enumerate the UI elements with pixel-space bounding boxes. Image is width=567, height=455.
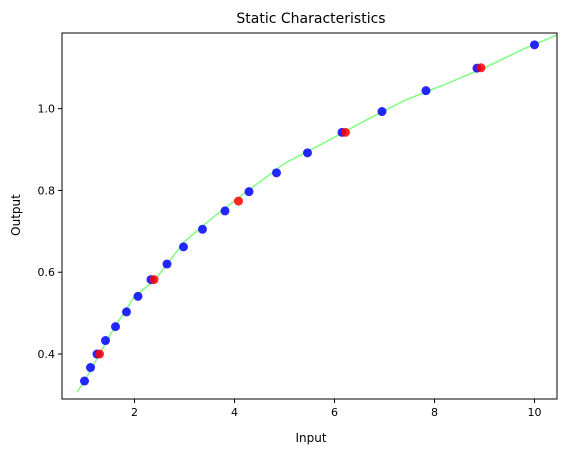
- red-point: [150, 275, 159, 284]
- blue-point: [122, 307, 131, 316]
- blue-point: [80, 377, 89, 386]
- y-tick-label: 0.8: [38, 184, 56, 197]
- blue-point: [221, 206, 230, 215]
- blue-point: [378, 107, 387, 116]
- blue-point: [179, 242, 188, 251]
- y-tick-label: 0.4: [38, 348, 56, 361]
- red-point: [95, 350, 104, 359]
- blue-point: [272, 168, 281, 177]
- red-point: [234, 197, 243, 206]
- red-point: [477, 63, 486, 72]
- blue-point: [111, 322, 120, 331]
- blue-point: [134, 292, 143, 301]
- x-tick-label: 8: [431, 406, 438, 419]
- x-tick-label: 2: [131, 406, 138, 419]
- blue-point: [163, 260, 172, 269]
- chart-title: Static Characteristics: [236, 11, 385, 27]
- x-tick-label: 6: [331, 406, 338, 419]
- x-axis-label: Input: [295, 431, 326, 445]
- blue-point: [245, 187, 254, 196]
- x-tick-label: 10: [528, 406, 542, 419]
- blue-point: [198, 225, 207, 234]
- blue-point: [86, 363, 95, 372]
- blue-point: [530, 40, 539, 49]
- x-tick-label: 4: [231, 406, 238, 419]
- y-tick-label: 1.0: [38, 103, 56, 116]
- y-axis-label: Output: [9, 194, 23, 236]
- blue-point: [101, 336, 110, 345]
- y-tick-label: 0.6: [38, 266, 56, 279]
- blue-point: [303, 148, 312, 157]
- red-point: [341, 128, 350, 137]
- blue-point: [422, 86, 431, 95]
